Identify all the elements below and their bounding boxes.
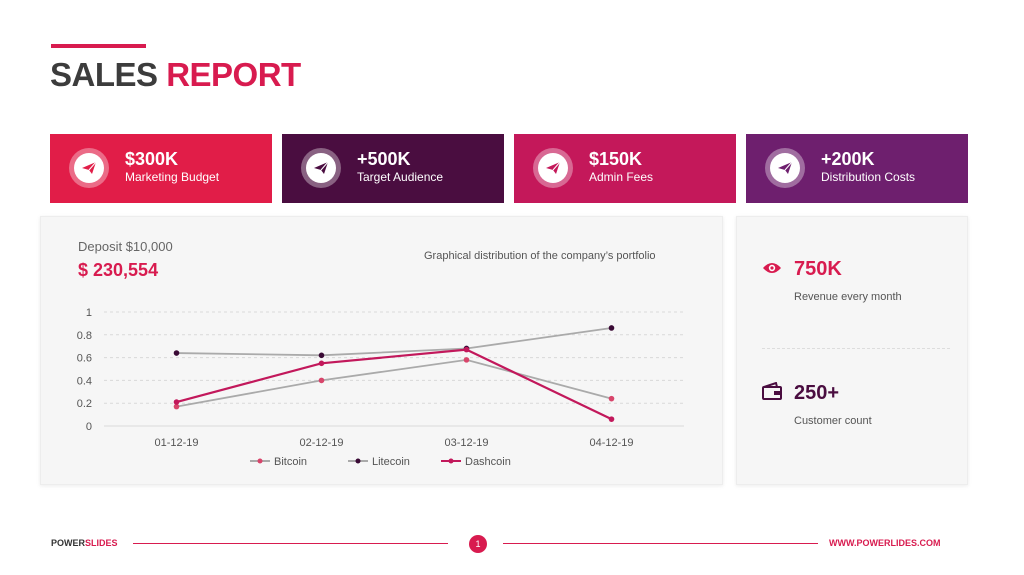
card-label: Distribution Costs xyxy=(821,170,916,184)
x-tick-label: 02-12-19 xyxy=(299,437,343,449)
data-point-dashcoin xyxy=(318,360,325,367)
eye-icon xyxy=(762,261,782,280)
y-tick-label: 0.4 xyxy=(77,375,92,387)
footer-brand: POWERSLIDES xyxy=(51,538,118,548)
data-point-dashcoin xyxy=(463,346,470,353)
stat-value: 750K xyxy=(794,258,842,280)
card-label: Marketing Budget xyxy=(125,170,220,184)
series-line-dashcoin xyxy=(176,348,612,421)
data-point-dashcoin xyxy=(173,399,180,405)
deposit-amount: $ 230,554 xyxy=(78,260,159,280)
deposit-label: Deposit $10,000 xyxy=(78,239,173,254)
data-point-litecoin xyxy=(318,352,325,359)
title-accent-bar xyxy=(51,44,146,48)
data-point-litecoin xyxy=(608,325,615,331)
data-point-bitcoin xyxy=(318,377,325,384)
line-chart: 0 0.2 0.4 0.6 0.8 1 01-12-19 02-12-19 03-12-19 04… xyxy=(77,307,684,468)
card-value: +500K xyxy=(357,149,411,169)
data-point-litecoin xyxy=(173,350,180,356)
data-point-dashcoin xyxy=(608,416,615,422)
page-title: SALES REPORT xyxy=(50,56,301,94)
y-tick-label: 0 xyxy=(86,421,92,433)
stat-label: Customer count xyxy=(794,415,872,427)
y-tick-label: 0.6 xyxy=(77,353,92,365)
stat-value: 250+ xyxy=(794,382,840,404)
y-tick-label: 0.8 xyxy=(77,330,92,342)
chart-panel xyxy=(40,216,723,485)
stat-label: Revenue every month xyxy=(794,291,902,303)
series-line-bitcoin xyxy=(176,358,612,408)
x-tick-label: 03-12-19 xyxy=(444,437,488,449)
card-value: $150K xyxy=(589,149,643,169)
paper-plane-icon xyxy=(538,153,568,183)
card-label: Target Audience xyxy=(357,170,444,184)
stats-panel xyxy=(736,216,968,485)
page-title-part1: SALES xyxy=(50,56,158,93)
card-admin-fees: $150K Admin Fees xyxy=(514,134,736,203)
legend-marker xyxy=(355,458,361,464)
data-point-bitcoin xyxy=(608,395,615,402)
footer-url[interactable]: WWW.POWERLIDES.COM xyxy=(829,538,941,548)
page-number: 1 xyxy=(469,535,487,553)
y-tick-label: 0.2 xyxy=(77,398,92,410)
legend-marker xyxy=(257,458,263,464)
y-tick-label: 1 xyxy=(86,307,92,319)
footer-line-right xyxy=(503,543,818,544)
data-point-bitcoin xyxy=(463,357,470,363)
page-title-part2: REPORT xyxy=(166,56,301,93)
stats-divider xyxy=(762,348,950,349)
wallet-icon xyxy=(762,381,782,405)
card-distribution-costs: +200K Distribution Costs xyxy=(746,134,968,203)
x-tick-label: 04-12-19 xyxy=(589,437,633,449)
legend-label: Dashcoin xyxy=(465,456,511,468)
legend-marker xyxy=(448,458,454,464)
series-line-litecoin xyxy=(176,327,612,357)
legend-label: Litecoin xyxy=(372,456,410,468)
card-marketing-budget: $300K Marketing Budget xyxy=(50,134,272,203)
paper-plane-icon xyxy=(74,153,104,183)
paper-plane-icon xyxy=(306,153,336,183)
paper-plane-icon xyxy=(770,153,800,183)
card-label: Admin Fees xyxy=(589,170,654,184)
legend-label: Bitcoin xyxy=(274,456,307,468)
chart-description: Graphical distribution of the company’s … xyxy=(424,250,656,262)
card-value: +200K xyxy=(821,149,875,169)
x-tick-label: 01-12-19 xyxy=(154,437,198,449)
data-point-bitcoin xyxy=(173,403,180,410)
footer-line-left xyxy=(133,543,448,544)
card-target-audience: +500K Target Audience xyxy=(282,134,504,203)
card-value: $300K xyxy=(125,149,179,169)
